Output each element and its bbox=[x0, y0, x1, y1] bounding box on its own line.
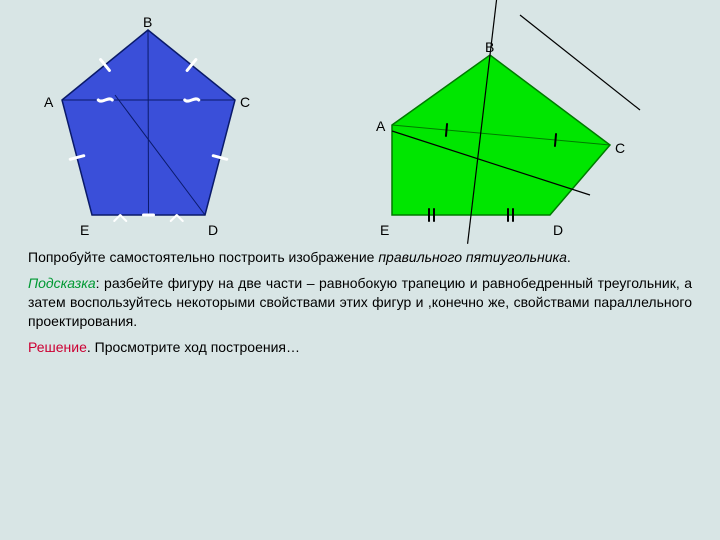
green-label-e: E bbox=[380, 222, 389, 238]
blue-line-b-med bbox=[148, 30, 149, 215]
green-label-b: B bbox=[485, 39, 494, 55]
solution-text: Решение. Просмотрите ход построения… bbox=[28, 338, 692, 357]
blue-label-a: A bbox=[44, 94, 53, 110]
green-label-c: C bbox=[615, 140, 625, 156]
blue-label-c: C bbox=[240, 94, 250, 110]
task-text: Попробуйте самостоятельно построить изоб… bbox=[28, 248, 692, 267]
hint-text: Подсказка: разбейте фигуру на две части … bbox=[28, 274, 692, 331]
green-label-a: A bbox=[376, 118, 385, 134]
blue-label-e: E bbox=[80, 222, 89, 238]
blue-label-b: B bbox=[143, 14, 152, 30]
blue-label-d: D bbox=[208, 222, 218, 238]
green-label-d: D bbox=[553, 222, 563, 238]
